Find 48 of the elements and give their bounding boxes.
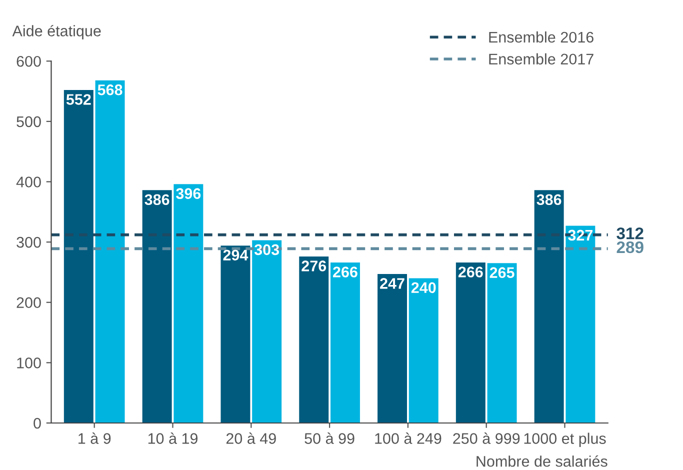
bar (95, 80, 125, 423)
data-label: 303 (254, 244, 280, 256)
data-label: 396 (176, 188, 201, 200)
bar (330, 262, 360, 423)
bar (174, 184, 204, 423)
bar (566, 226, 596, 423)
bar (487, 263, 517, 423)
bar (64, 90, 94, 423)
data-label: 386 (536, 194, 562, 206)
bar (220, 246, 250, 423)
data-label: 240 (411, 282, 436, 294)
data-label: 266 (333, 266, 358, 278)
bar (456, 262, 486, 423)
data-label: 276 (302, 260, 326, 272)
data-label: 386 (144, 194, 170, 206)
legend-label: Ensemble 2017 (489, 53, 594, 65)
data-label: 568 (98, 84, 122, 96)
x-tick-label: 1 à 9 (78, 432, 111, 444)
x-tick-label: 10 à 19 (148, 432, 198, 444)
x-tick-label: 100 à 249 (375, 432, 442, 444)
x-tick-label: 1000 et plus (524, 432, 606, 447)
data-label: 266 (458, 266, 483, 278)
bar (252, 240, 282, 423)
text: 312 (616, 227, 644, 240)
bar (299, 256, 329, 423)
y-tick-label: 400 (16, 176, 41, 188)
y-tick-label: 0 (34, 418, 41, 429)
bar (534, 190, 564, 423)
x-tick-label: 250 à 999 (453, 432, 520, 444)
data-label: 265 (490, 267, 514, 278)
y-tick-label: 200 (16, 297, 41, 308)
data-label: 247 (380, 278, 404, 289)
y-axis-title: Aide étatique (12, 24, 101, 40)
y-tick-label: 300 (16, 236, 41, 248)
text: 289 (616, 241, 644, 254)
data-label: 294 (223, 250, 248, 261)
data-label: 327 (568, 230, 593, 241)
legend-label: Ensemble 2016 (489, 31, 594, 43)
bar (378, 274, 408, 423)
data-label: 552 (66, 94, 91, 105)
y-tick-label: 600 (16, 56, 41, 67)
x-tick-label: 50 à 99 (304, 432, 354, 444)
y-tick-label: 500 (16, 116, 41, 128)
bar (142, 190, 172, 423)
bar (408, 278, 438, 423)
x-tick-label: 20 à 49 (226, 432, 276, 444)
x-axis-title: Nombre de salariés (476, 455, 608, 467)
y-tick-label: 100 (17, 358, 41, 368)
